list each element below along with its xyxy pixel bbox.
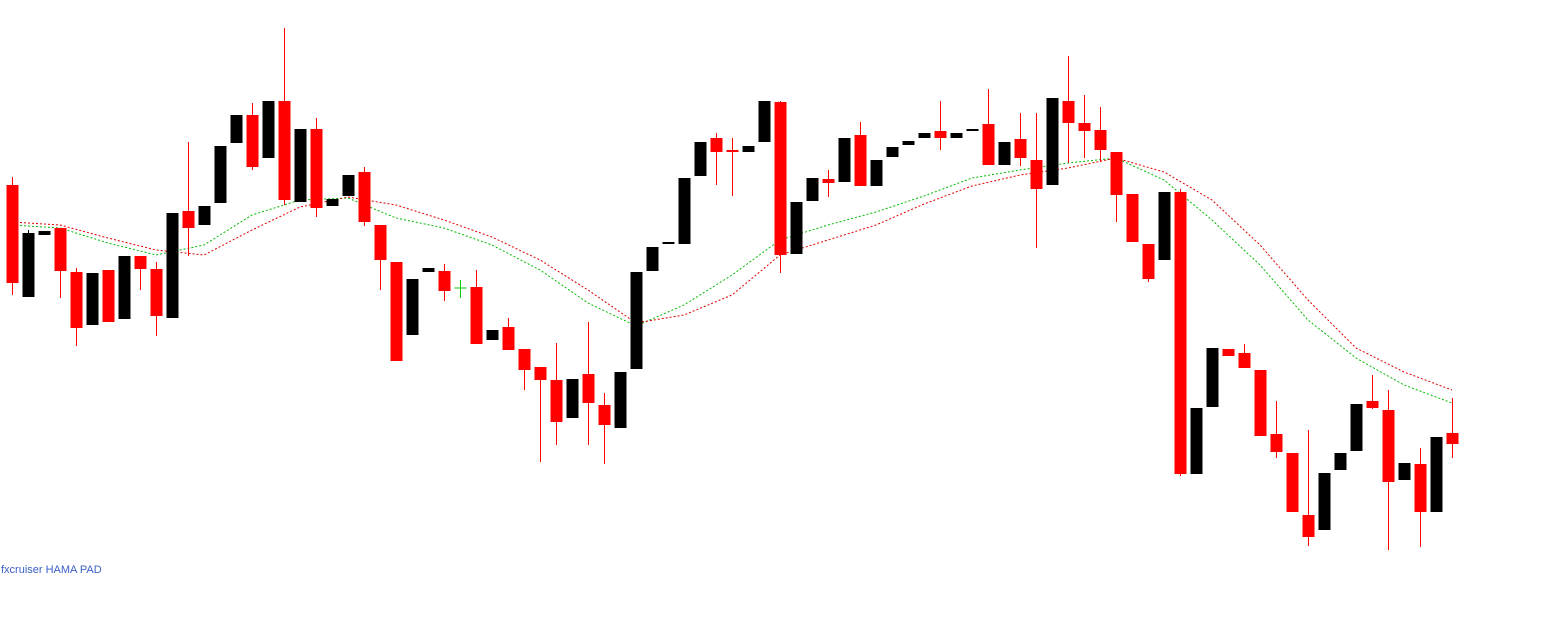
candle-body: [358, 172, 371, 222]
ma-lines: [11, 157, 1453, 404]
candle-body: [550, 380, 563, 422]
candle-body: [902, 141, 915, 145]
candle-body: [1446, 433, 1459, 444]
candle-body: [22, 233, 35, 297]
candle-body: [1126, 194, 1139, 242]
candle-body: [134, 256, 147, 269]
candle-body: [326, 199, 339, 206]
candle-body: [1062, 101, 1075, 123]
candle-body: [182, 211, 195, 228]
candle-body: [86, 273, 99, 325]
candle-body: [582, 374, 595, 403]
candle-body: [1286, 453, 1299, 512]
candle-body: [1046, 98, 1059, 185]
candle-body: [486, 330, 499, 340]
candle-body: [6, 185, 19, 283]
moving-average-line: [11, 157, 1453, 391]
candle-body: [1158, 192, 1171, 260]
candle-body: [774, 102, 787, 255]
candle-body: [278, 101, 291, 200]
candle-body: [822, 179, 835, 183]
candle-body: [438, 271, 451, 291]
candle-body: [374, 225, 387, 260]
candle-body: [710, 138, 723, 152]
candle-body: [934, 131, 947, 138]
candle-body: [1382, 410, 1395, 482]
candle-body: [1014, 139, 1027, 158]
candle-body: [998, 142, 1011, 165]
candle-body: [262, 101, 275, 158]
candle-body: [406, 279, 419, 335]
candle-body: [566, 379, 579, 418]
candle-body: [918, 133, 931, 138]
candle-body: [1078, 123, 1091, 131]
candle-body: [1094, 130, 1107, 150]
candle-body: [950, 133, 963, 138]
candle-body: [614, 372, 627, 428]
candle-body: [294, 129, 307, 202]
candle-body: [758, 101, 771, 142]
candle-body: [1238, 353, 1251, 368]
candle-body: [102, 270, 115, 322]
candle-body: [1318, 473, 1331, 530]
candle-body: [726, 150, 739, 152]
candle-body: [1142, 244, 1155, 279]
candle-body: [502, 327, 515, 350]
candle-body: [790, 202, 803, 254]
candle-body: [390, 262, 403, 361]
candle-body: [854, 135, 867, 186]
candle-body: [1430, 437, 1443, 512]
candle-body: [838, 138, 851, 182]
candle-body: [38, 231, 51, 235]
candle-body: [1030, 160, 1043, 189]
candle-body: [1270, 434, 1283, 452]
candle-body: [982, 124, 995, 165]
candle-body: [1350, 404, 1363, 451]
candle-body: [1222, 349, 1235, 356]
candle-body: [246, 115, 259, 167]
candle-body: [1190, 408, 1203, 474]
candle-body: [966, 129, 979, 131]
candle-body: [1366, 401, 1379, 408]
candle-body: [646, 247, 659, 271]
candle-body: [662, 242, 675, 244]
candle-body: [230, 115, 243, 143]
candle-body: [54, 228, 67, 271]
candle-body: [214, 146, 227, 203]
candle-body: [166, 213, 179, 318]
candle-body: [870, 160, 883, 186]
candle-body: [1398, 463, 1411, 480]
candle-body: [310, 129, 323, 208]
candle-body: [118, 256, 131, 319]
candle-body: [1334, 453, 1347, 470]
candle-body: [70, 272, 83, 328]
candle-body: [886, 147, 899, 157]
candle-body: [1206, 348, 1219, 407]
candle-body: [742, 146, 755, 152]
moving-average-line: [11, 157, 1453, 404]
candle-body: [1254, 370, 1267, 436]
candle-body: [518, 349, 531, 370]
candle-body: [678, 178, 691, 244]
candles: [6, 28, 1459, 550]
candle-body: [1414, 464, 1427, 512]
candle-body: [342, 175, 355, 196]
candle-body: [470, 287, 483, 344]
candle-body: [534, 367, 547, 380]
candle-body: [198, 206, 211, 225]
candle-body: [422, 268, 435, 272]
candle-body: [806, 178, 819, 201]
candle-body: [1174, 192, 1187, 474]
indicator-label: fxcruiser HAMA PAD: [1, 564, 102, 576]
candle-body: [694, 142, 707, 176]
candle-body: [630, 272, 643, 369]
candle-body: [1110, 152, 1123, 195]
candle-body: [1302, 515, 1315, 537]
candle-body: [150, 269, 163, 316]
candle-body: [598, 405, 611, 425]
